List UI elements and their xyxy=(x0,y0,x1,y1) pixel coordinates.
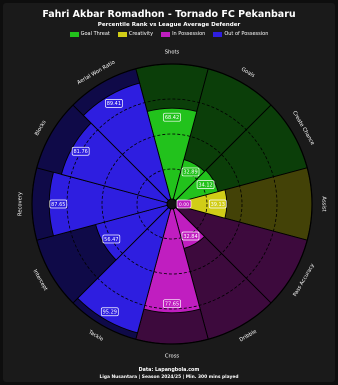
value-label-text: 95.29 xyxy=(103,310,117,316)
gridline-ring xyxy=(101,133,243,275)
value-label-recovery: 87.65 xyxy=(49,199,68,209)
category-label-blocks: Blocks xyxy=(34,119,48,137)
legend-label-goal-threat: Goal Threat xyxy=(80,31,110,37)
category-label-goals: Goals xyxy=(240,67,256,80)
category-label-recovery: Recovery xyxy=(18,192,24,216)
value-label-text: 34.12 xyxy=(198,182,212,188)
value-label-box xyxy=(49,199,68,209)
value-label-text: 32.89 xyxy=(183,170,197,176)
value-label-box xyxy=(208,199,227,209)
value-label-box xyxy=(71,146,90,156)
value-label-dribble: 32.84 xyxy=(181,231,200,241)
chart-subtitle: Percentile Rank vs League Average Defend… xyxy=(97,22,241,28)
category-label-dribble: Dribble xyxy=(239,329,258,344)
value-label-assist: 39.13 xyxy=(208,199,227,209)
center-hub xyxy=(166,198,178,210)
value-label-text: 56.47 xyxy=(104,237,118,243)
value-label-text: 68.42 xyxy=(165,115,179,121)
footer-season-note: Liga Nusantara | Season 2024/25 | Min. 3… xyxy=(99,375,239,380)
value-label-create-chance: 34.12 xyxy=(196,180,215,189)
wedge-value-assist xyxy=(170,189,228,219)
footer-data-source: Data: Lapangbola.com xyxy=(138,368,200,373)
value-label-intercept: 56.47 xyxy=(102,234,121,244)
gridline-ring xyxy=(66,98,278,310)
value-label-goals: 32.89 xyxy=(181,167,200,177)
category-label-shots: Shots xyxy=(165,50,180,56)
category-label-cross: Cross xyxy=(165,354,180,360)
category-label-intercept: Intercept xyxy=(31,269,48,292)
value-label-box xyxy=(102,234,121,244)
value-label-box xyxy=(100,307,119,317)
legend-item-out-of-possession: Out of Possession xyxy=(213,31,268,37)
center-value-text: 0.00 xyxy=(179,202,189,208)
category-label-assist: Assist xyxy=(321,196,327,211)
outer-ring xyxy=(31,63,313,345)
legend-label-creativity: Creativity xyxy=(128,31,154,37)
value-label-text: 32.84 xyxy=(183,234,197,240)
center-value-label: 0.00 xyxy=(176,199,192,209)
chart-title: Fahri Akbar Romadhon - Tornado FC Pekanb… xyxy=(42,9,296,20)
legend-item-creativity: Creativity xyxy=(117,31,154,37)
legend-item-in-possession: In Possession xyxy=(161,31,205,37)
value-label-text: 77.65 xyxy=(165,302,179,308)
value-label-box xyxy=(163,299,181,309)
center-value-box xyxy=(176,199,192,209)
value-label-box xyxy=(163,112,181,122)
wedge-value-tackle xyxy=(77,202,173,334)
legend-item-goal-threat: Goal Threat xyxy=(69,31,110,37)
value-label-tackle: 95.29 xyxy=(100,307,119,317)
value-label-shots: 68.42 xyxy=(163,112,181,122)
value-label-box xyxy=(181,231,200,241)
legend-swatch-goal-threat xyxy=(69,31,79,37)
legend: Goal Threat Creativity In Possession Out… xyxy=(0,31,338,37)
legend-swatch-in-possession xyxy=(161,31,171,37)
wedge-value-recovery xyxy=(48,171,174,237)
wedge-value-aerial-won-ratio xyxy=(82,82,173,206)
value-label-box xyxy=(196,180,215,189)
legend-label-in-possession: In Possession xyxy=(172,31,206,37)
category-label-tackle: Tackle xyxy=(86,329,104,343)
value-label-cross: 77.65 xyxy=(163,299,181,309)
legend-label-out-of-possession: Out of Possession xyxy=(224,31,269,37)
value-label-blocks: 81.76 xyxy=(71,146,90,156)
legend-swatch-creativity xyxy=(117,31,127,37)
value-label-text: 81.76 xyxy=(74,149,88,155)
value-label-aerial-won-ratio: 89.41 xyxy=(105,99,123,108)
value-label-text: 87.65 xyxy=(51,202,65,208)
value-label-text: 89.41 xyxy=(107,101,121,107)
value-label-box xyxy=(105,99,123,108)
legend-swatch-out-of-possession xyxy=(213,31,223,37)
gridline-ring xyxy=(136,168,208,240)
value-label-box xyxy=(181,167,200,177)
value-label-text: 39.13 xyxy=(211,202,225,208)
